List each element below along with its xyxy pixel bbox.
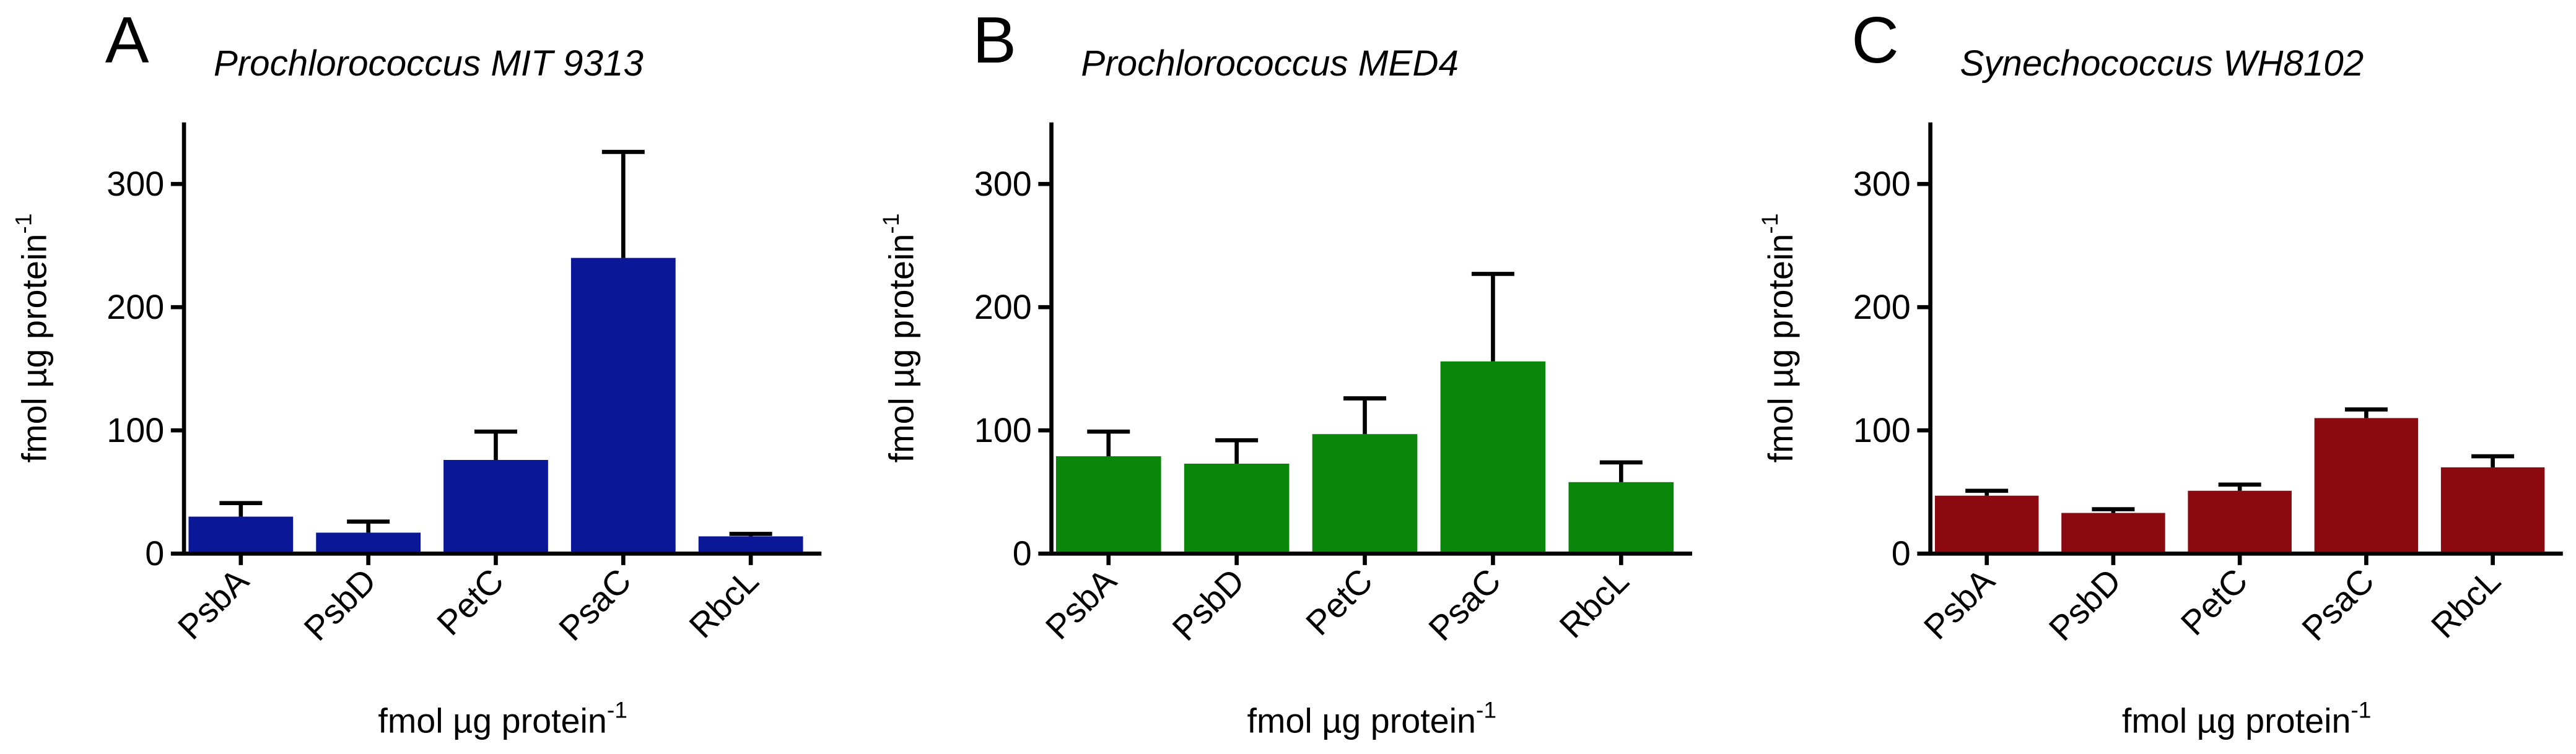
chart-title: Prochlorococcus MED4: [1081, 43, 1459, 84]
y-tick-label: 300: [974, 165, 1032, 203]
y-tick-label: 200: [107, 288, 164, 326]
y-axis-label-sup: -1: [1757, 214, 1783, 234]
y-tick-label: 0: [1013, 534, 1032, 573]
y-axis-label: fmol µg protein-1: [878, 214, 921, 463]
x-axis-label-sup: -1: [1476, 697, 1496, 723]
bar: [1568, 482, 1674, 554]
bar: [2440, 467, 2545, 554]
panel-letter: C: [1851, 4, 1899, 77]
x-axis-label-sup: -1: [607, 697, 627, 723]
y-tick-label: 200: [974, 288, 1032, 326]
bar: [316, 532, 421, 554]
panel-letter: A: [105, 4, 149, 77]
x-tick-label: PetC: [1299, 561, 1380, 643]
y-tick-label: 100: [1853, 411, 1911, 449]
bar: [2314, 418, 2419, 554]
chart-title: Synechococcus WH8102: [1960, 43, 2364, 84]
x-axis-label-text: fmol µg protein: [378, 701, 606, 740]
bar: [2188, 490, 2292, 554]
bar: [1934, 495, 2039, 554]
x-axis-label-text: fmol µg protein: [1247, 701, 1476, 740]
bar: [1055, 456, 1161, 554]
x-axis-label: fmol µg protein-1: [1247, 697, 1497, 740]
x-tick-label: PetC: [429, 561, 510, 643]
x-tick-label: PsaC: [1421, 561, 1508, 648]
bar: [188, 516, 294, 554]
panel-letter: B: [972, 4, 1016, 77]
y-axis-label-text: fmol µg protein: [883, 234, 921, 463]
y-axis-label: fmol µg protein-1: [10, 214, 53, 463]
x-tick-label: PsbA: [170, 561, 256, 647]
y-axis-label-sup: -1: [10, 214, 36, 234]
bar: [698, 536, 803, 554]
bar: [443, 460, 548, 554]
x-axis-label-sup: -1: [2351, 697, 2371, 723]
y-tick-label: 300: [107, 165, 164, 203]
bar: [570, 258, 676, 554]
x-tick-label: PsbD: [2041, 561, 2128, 648]
y-axis-label-text: fmol µg protein: [15, 234, 53, 463]
x-tick-label: PsbD: [297, 561, 383, 648]
x-tick-label: PsbA: [1916, 561, 2002, 647]
x-tick-label: PetC: [2173, 561, 2255, 643]
x-tick-label: RbcL: [1552, 561, 1636, 646]
x-tick-label: PsaC: [2295, 561, 2382, 648]
y-tick-label: 0: [1892, 534, 1911, 573]
y-axis-label: fmol µg protein-1: [1757, 214, 1800, 463]
x-tick-label: PsbA: [1038, 561, 1124, 647]
x-axis-label-text: fmol µg protein: [2122, 701, 2351, 740]
y-tick-label: 100: [974, 411, 1032, 449]
bar: [1312, 434, 1418, 554]
bar: [1184, 463, 1290, 554]
y-tick-label: 0: [145, 534, 164, 573]
x-axis-label: fmol µg protein-1: [378, 697, 627, 740]
x-tick-label: PsbD: [1165, 561, 1252, 648]
chart-title: Prochlorococcus MIT 9313: [214, 43, 644, 84]
y-axis-label-text: fmol µg protein: [1762, 234, 1800, 463]
x-tick-label: RbcL: [682, 561, 766, 646]
y-tick-label: 200: [1853, 288, 1911, 326]
x-tick-label: PsaC: [552, 561, 639, 648]
y-tick-label: 100: [107, 411, 164, 449]
y-tick-label: 300: [1853, 165, 1911, 203]
bar: [2061, 513, 2165, 554]
x-tick-label: RbcL: [2424, 561, 2508, 646]
y-axis-label-sup: -1: [878, 214, 904, 234]
x-axis-label: fmol µg protein-1: [2122, 697, 2372, 740]
bar: [1440, 361, 1546, 554]
